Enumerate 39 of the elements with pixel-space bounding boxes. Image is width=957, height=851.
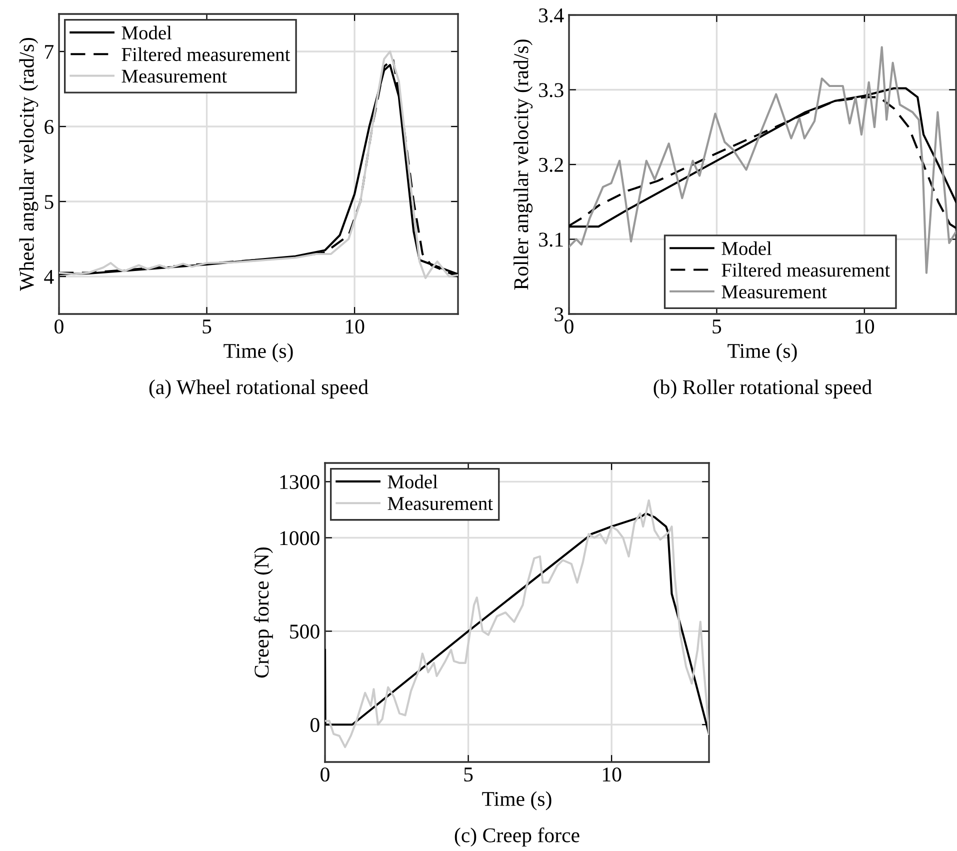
y-axis-title: Creep force (N) xyxy=(254,547,273,678)
y-tick-label: 4 xyxy=(44,270,54,284)
x-axis-title: Time (s) xyxy=(482,791,552,810)
legend-label: Model xyxy=(122,26,172,40)
x-tick-label: 0 xyxy=(320,767,330,782)
x-tick-label: 5 xyxy=(202,320,212,334)
x-tick-label: 10 xyxy=(856,319,874,334)
legend-label: Model xyxy=(722,241,772,256)
x-tick-label: 0 xyxy=(564,319,574,334)
text: (a) Wheel rotational speed xyxy=(149,380,368,398)
x-axis-title: Time (s) xyxy=(224,343,293,362)
x-tick-label: 10 xyxy=(602,767,622,782)
text: (c) Creep force xyxy=(454,827,580,847)
y-tick-label: 5 xyxy=(44,195,54,209)
x-tick-label: 5 xyxy=(464,768,473,782)
x-tick-label: 10 xyxy=(346,319,364,334)
y-tick-label: 3.4 xyxy=(539,8,564,23)
legend-label: Measurement xyxy=(388,497,493,510)
y-tick-label: 3.3 xyxy=(539,83,564,98)
x-tick-label: 5 xyxy=(712,320,722,334)
legend-label: Measurement xyxy=(122,70,227,83)
legend-label: Model xyxy=(388,474,438,488)
x-tick-label: 0 xyxy=(54,319,64,334)
y-tick-label: 3.2 xyxy=(539,158,563,172)
y-tick-label: 3 xyxy=(554,307,564,322)
y-tick-label: 3.1 xyxy=(539,232,563,247)
legend-label: Filtered measurement xyxy=(122,47,290,62)
y-axis-title: Wheel angular velocity (rad/s) xyxy=(19,38,38,291)
x-axis-title: Time (s) xyxy=(728,343,797,362)
legend-label: Measurement xyxy=(722,285,827,298)
y-tick-label: 7 xyxy=(45,45,54,59)
y-axis-title: Roller angular velocity (rad/s) xyxy=(514,40,533,290)
y-tick-label: 500 xyxy=(290,624,320,639)
y-tick-label: 6 xyxy=(44,120,54,134)
legend-label: Filtered measurement xyxy=(722,263,890,277)
y-tick-label: 0 xyxy=(310,718,320,732)
y-tick-label: 1300 xyxy=(280,475,320,490)
y-tick-label: 1000 xyxy=(280,531,320,546)
text: (b) Roller rotational speed xyxy=(654,380,872,398)
